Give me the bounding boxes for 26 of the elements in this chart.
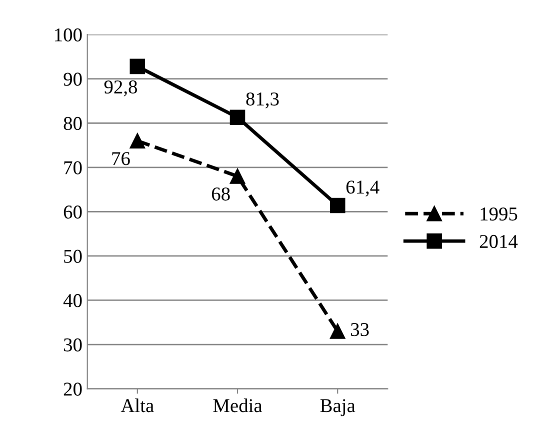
point	[230, 168, 246, 184]
data-label: 92,8	[104, 80, 138, 96]
y-tick-label: 80	[64, 116, 82, 130]
data-label: 61,4	[346, 180, 380, 196]
x-tick-label: Media	[213, 398, 262, 412]
point	[330, 198, 346, 214]
data-label: 81,3	[246, 92, 279, 108]
y-tick-label: 100	[55, 28, 82, 42]
y-tick-label: 20	[64, 382, 82, 396]
point	[330, 324, 346, 339]
y-tick-label: 70	[64, 161, 82, 174]
y-tick-label: 60	[64, 205, 82, 219]
y-tick-label: 90	[64, 72, 82, 86]
x-tick-label: Baja	[320, 399, 356, 416]
legend-label: 1995	[480, 208, 518, 221]
data-label: 76	[112, 152, 130, 166]
x-tick-label: Alta	[120, 398, 154, 412]
y-tick-label: 50	[64, 250, 82, 263]
point	[130, 58, 146, 74]
point	[230, 110, 246, 126]
data-label: 68	[212, 187, 230, 201]
y-tick-label: 40	[63, 294, 82, 308]
data-label: 33	[351, 323, 369, 336]
y-tick-label: 30	[64, 338, 82, 352]
legend-label: 2014	[480, 234, 518, 248]
point	[130, 133, 146, 148]
